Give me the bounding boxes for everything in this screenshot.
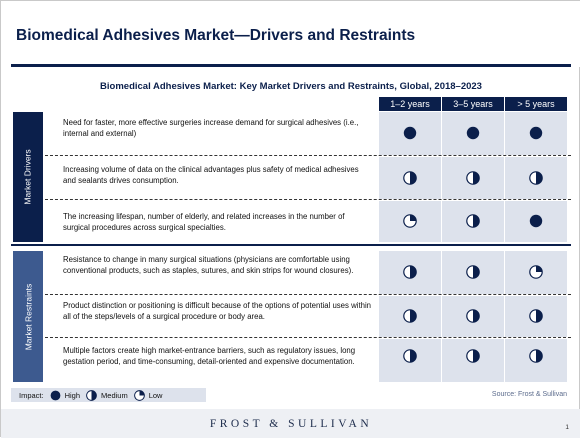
low-impact-icon <box>133 389 145 401</box>
medium-impact-icon <box>466 309 480 323</box>
restraint-row-2-text: Product distinction or positioning is di… <box>63 301 372 321</box>
column-header-3-5-years: 3–5 years <box>442 97 504 111</box>
section-label-drivers: Market Drivers <box>13 112 43 242</box>
medium-impact-icon <box>466 171 480 185</box>
title-bar: Biomedical Adhesives Market—Drivers and … <box>1 1 580 67</box>
source-note: Source: Frost & Sullivan <box>491 391 567 398</box>
section-label-restraints: Market Restraints <box>13 251 43 382</box>
page-number: 1 <box>565 424 569 431</box>
row-divider <box>45 155 571 156</box>
column-header-over-5-years: > 5 years <box>505 97 567 111</box>
medium-impact-icon <box>403 265 417 279</box>
medium-impact-icon <box>403 171 417 185</box>
page-title: Biomedical Adhesives Market—Drivers and … <box>16 27 416 44</box>
medium-impact-icon <box>466 349 480 363</box>
section-separator <box>11 244 571 246</box>
restraint-row-1-text: Resistance to change in many surgical si… <box>63 255 354 275</box>
driver-row-3-text: The increasing lifespan, number of elder… <box>63 212 345 232</box>
high-impact-icon <box>466 126 480 140</box>
legend-high: High <box>50 390 80 401</box>
row-divider <box>45 337 571 338</box>
medium-impact-icon <box>403 309 417 323</box>
medium-impact-icon <box>529 171 543 185</box>
low-impact-icon <box>403 214 417 228</box>
brand-logo: FROST & SULLIVAN <box>209 418 373 430</box>
low-impact-icon <box>529 265 543 279</box>
title-rule <box>11 64 571 67</box>
high-impact-icon <box>50 390 60 400</box>
high-impact-icon <box>529 126 543 140</box>
high-impact-icon <box>403 126 417 140</box>
medium-impact-icon <box>529 349 543 363</box>
impact-legend: Impact: High Medium Low <box>11 388 206 402</box>
driver-row-1-text: Need for faster, more effective surgerie… <box>63 118 359 138</box>
row-divider <box>45 199 571 200</box>
legend-title: Impact: <box>19 390 44 400</box>
high-impact-icon <box>529 214 543 228</box>
medium-impact-icon <box>466 265 480 279</box>
column-header-1-2-years: 1–2 years <box>379 97 441 111</box>
medium-impact-icon <box>403 349 417 363</box>
driver-row-2-text: Increasing volume of data on the clinica… <box>63 165 359 185</box>
legend-medium: Medium <box>86 389 128 401</box>
table-title: Biomedical Adhesives Market: Key Market … <box>100 81 482 92</box>
restraint-row-3-text: Multiple factors create high market-entr… <box>63 346 356 366</box>
medium-impact-icon <box>466 214 480 228</box>
footer-band <box>1 409 580 438</box>
legend-low: Low <box>133 389 162 401</box>
medium-impact-icon <box>529 309 543 323</box>
row-divider <box>45 294 571 295</box>
medium-impact-icon <box>86 389 97 401</box>
